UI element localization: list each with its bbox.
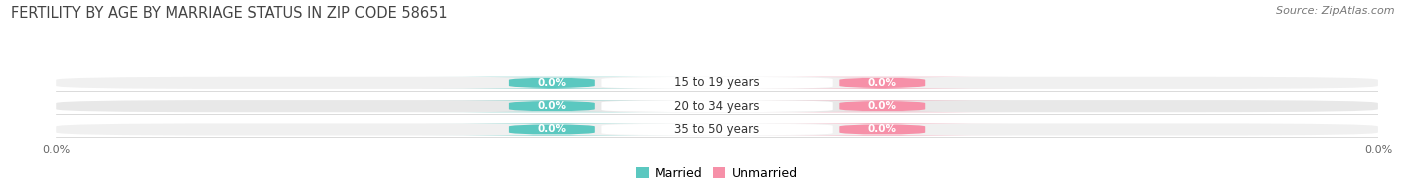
Text: Source: ZipAtlas.com: Source: ZipAtlas.com	[1277, 6, 1395, 16]
FancyBboxPatch shape	[56, 123, 1378, 135]
FancyBboxPatch shape	[754, 100, 1011, 112]
FancyBboxPatch shape	[423, 100, 681, 112]
FancyBboxPatch shape	[602, 77, 832, 89]
FancyBboxPatch shape	[754, 123, 1011, 135]
FancyBboxPatch shape	[754, 77, 1011, 89]
FancyBboxPatch shape	[602, 100, 832, 112]
FancyBboxPatch shape	[423, 77, 681, 89]
Text: 0.0%: 0.0%	[537, 101, 567, 111]
Text: 0.0%: 0.0%	[537, 124, 567, 134]
FancyBboxPatch shape	[56, 100, 1378, 112]
FancyBboxPatch shape	[56, 77, 1378, 89]
Text: 0.0%: 0.0%	[868, 124, 897, 134]
Legend: Married, Unmarried: Married, Unmarried	[637, 167, 797, 180]
Text: 0.0%: 0.0%	[868, 78, 897, 88]
Text: 35 to 50 years: 35 to 50 years	[675, 123, 759, 136]
Text: 0.0%: 0.0%	[537, 78, 567, 88]
Text: 0.0%: 0.0%	[868, 101, 897, 111]
Text: 20 to 34 years: 20 to 34 years	[675, 100, 759, 113]
FancyBboxPatch shape	[423, 123, 681, 135]
Text: FERTILITY BY AGE BY MARRIAGE STATUS IN ZIP CODE 58651: FERTILITY BY AGE BY MARRIAGE STATUS IN Z…	[11, 6, 449, 21]
FancyBboxPatch shape	[602, 123, 832, 135]
Text: 15 to 19 years: 15 to 19 years	[675, 76, 759, 89]
